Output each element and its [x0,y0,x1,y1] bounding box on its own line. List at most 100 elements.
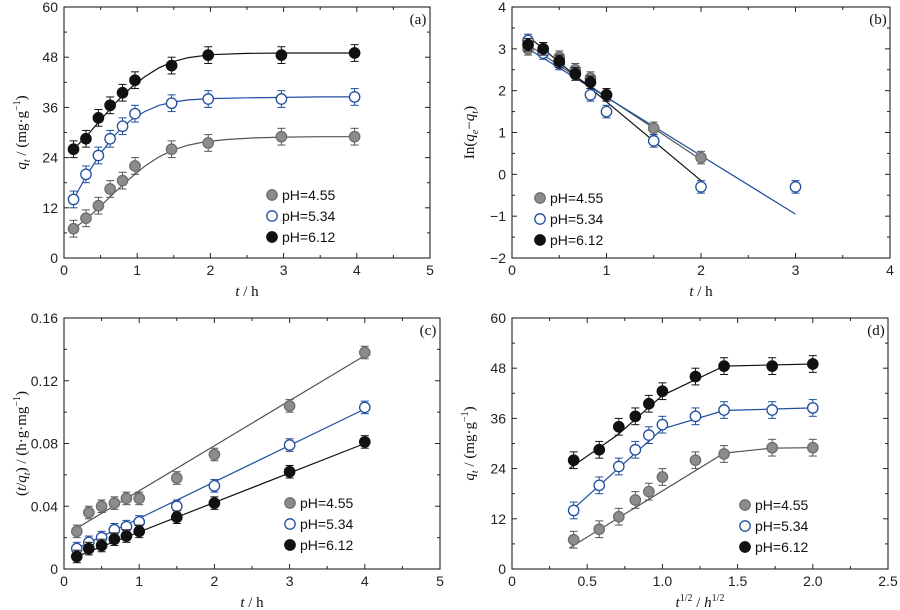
data-point [67,222,80,235]
y-tick-label: 60 [490,310,506,326]
data-point [170,472,183,484]
data-point [689,370,702,383]
x-tick-label: 3 [286,573,294,589]
legend-marker [534,234,546,246]
panel-tag: (b) [869,12,887,28]
legend-marker [284,518,296,530]
plot-frame [63,6,431,259]
chart-svg-c: 0 1 2 3 4 5 0 0.04 0.08 0.12 0.16 t / h (t/qt) / (h·… [12,310,444,610]
data-point [600,89,613,101]
legend-label: pH=6.12 [550,232,604,248]
data-point [95,500,108,513]
data-point [695,181,707,193]
fit-line [72,96,357,200]
data-point [120,530,133,542]
data-point [283,400,296,412]
x-tick-label: 2.0 [803,573,823,589]
x-tick-label: 2.5 [878,573,898,589]
y-tick-label: 24 [42,150,58,166]
y-tick-label: 2 [498,83,506,99]
data-point [656,418,669,431]
data-point [67,143,80,156]
data-point [766,441,779,454]
chart-panel-a: 0 1 2 3 4 5 0 12 24 36 48 60 t / h qt / (mg·g−1) (a) pH… [0,0,450,305]
data-point [70,525,83,538]
x-tick-label: 2 [207,262,215,278]
data-point [116,86,129,99]
data-point [629,443,642,456]
data-point [593,479,606,492]
data-point [567,454,580,467]
legend-marker [284,497,296,509]
x-tick-label: 1 [133,262,141,278]
x-axis-label: t / h [689,284,713,300]
data-point [806,402,819,414]
y-tick-label: 48 [42,49,58,65]
fit-line [73,52,357,150]
data-point [80,168,92,181]
data-point [108,497,121,509]
x-tick-label: 1 [135,573,143,589]
x-axis-label: t / h [240,595,264,610]
legend-label: pH=6.12 [300,537,354,553]
y-tick-label: 36 [490,410,506,426]
y-axis-label: qt / (mg·g−1) [460,406,481,480]
legend-label: pH=5.34 [300,516,354,532]
y-tick-label: 0.08 [31,436,58,452]
data-point [170,511,183,524]
data-point [689,454,702,467]
data-point [67,193,80,206]
data-point [629,494,642,506]
legend-label: pH=4.55 [282,187,336,203]
x-tick-label: 0.5 [577,573,597,589]
x-tick-label: 2 [211,573,219,589]
data-point [92,112,105,124]
y-tick-label: 1 [498,125,506,141]
x-tick-label: 5 [436,573,444,589]
x-tick-label: 0 [508,262,516,278]
y-tick-label: 0 [50,561,58,577]
data-point [718,448,730,460]
legend-marker [266,231,278,243]
data-point [647,122,660,135]
data-point [133,525,146,538]
data-point [537,42,550,55]
data-point [275,93,288,105]
legend-label: pH=5.34 [755,518,809,534]
data-point [358,401,371,414]
legend-label: pH=6.12 [282,229,336,245]
legend-marker [266,189,278,201]
data-point [643,485,655,498]
data-point [689,410,702,423]
data-point [358,436,371,448]
x-tick-label: 2 [697,262,705,278]
data-point [202,137,215,149]
data-point [133,492,146,505]
x-tick-label: 3 [792,262,800,278]
x-tick-label: 5 [426,262,434,278]
data-point [120,492,133,505]
data-point [92,149,105,162]
legend-marker [266,210,278,222]
legend-label: pH=5.34 [282,208,336,224]
data-point [358,346,371,359]
data-point [80,212,92,225]
data-point [80,132,92,145]
plot-frame [63,317,441,570]
x-tick-label: 4 [886,262,894,278]
x-tick-label: 1.0 [653,573,673,589]
y-tick-label: 12 [42,200,58,216]
data-point [656,385,669,398]
y-tick-label: 3 [498,41,506,57]
fit-line [568,447,813,549]
x-tick-label: 0 [60,573,68,589]
y-tick-label: −1 [490,208,506,224]
data-point [129,74,141,87]
data-point [718,360,730,372]
x-tick-label: 0 [60,262,68,278]
data-point [553,55,566,68]
x-tick-label: 3 [280,262,288,278]
data-point [789,181,802,193]
y-tick-label: 0 [498,561,506,577]
